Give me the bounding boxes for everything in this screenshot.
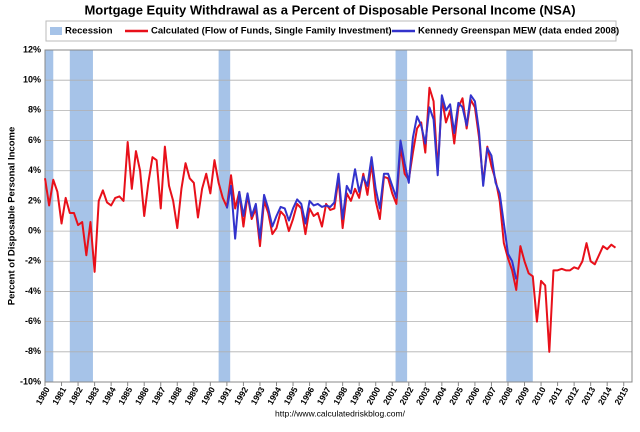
y-axis-title: Percent of Disposable Personal Income (7, 127, 18, 305)
legend-swatch (50, 27, 62, 35)
y-tick-label: 10% (23, 75, 41, 85)
y-tick-label: 12% (23, 44, 41, 54)
legend-label: Recession (65, 26, 113, 37)
x-tick-label: 1993 (249, 385, 267, 407)
x-tick-label: 2010 (530, 385, 548, 407)
y-tick-label: -2% (25, 256, 41, 266)
x-tick-label: 1988 (166, 385, 184, 407)
x-tick-label: 2003 (414, 385, 432, 407)
x-tick-label: 1985 (116, 385, 134, 407)
y-tick-label: -6% (25, 316, 41, 326)
x-tick-label: 2005 (447, 385, 465, 407)
recession-band (395, 50, 408, 382)
x-tick-label: 1981 (50, 385, 68, 407)
x-tick-label: 1991 (215, 385, 233, 407)
x-tick-label: 2002 (397, 385, 415, 407)
x-tick-label: 1983 (83, 385, 101, 407)
y-tick-label: 2% (28, 195, 41, 205)
x-tick-label: 1994 (265, 385, 283, 407)
x-tick-label: 1995 (282, 385, 300, 407)
x-tick-label: 1996 (298, 385, 316, 407)
x-tick-label: 1997 (315, 385, 333, 407)
x-tick-label: 1980 (34, 385, 52, 407)
x-tick-label: 2011 (546, 385, 564, 406)
x-tick-label: 1992 (232, 385, 250, 407)
x-tick-label: 2012 (563, 385, 581, 407)
x-tick-label: 2007 (480, 385, 498, 407)
x-tick-label: 1990 (199, 385, 217, 407)
x-tick-label: 2004 (430, 385, 448, 407)
y-tick-label: 0% (28, 225, 41, 235)
legend-label: Kennedy Greenspan MEW (data ended 2008) (418, 26, 619, 37)
x-tick-label: 2013 (579, 385, 597, 407)
y-tick-label: 8% (28, 105, 41, 115)
series-line (225, 94, 518, 280)
legend-box (45, 20, 617, 42)
x-tick-label: 2015 (612, 385, 630, 407)
series-line (44, 86, 617, 353)
recession-band (45, 50, 54, 382)
y-tick-label: -10% (20, 376, 41, 386)
x-tick-label: 2006 (463, 385, 481, 407)
x-tick-label: 2000 (364, 385, 382, 407)
x-tick-label: 1998 (331, 385, 349, 407)
x-tick-label: 1987 (149, 385, 167, 407)
x-tick-label: 2009 (513, 385, 531, 407)
y-tick-label: 6% (28, 135, 41, 145)
x-tick-label: 1999 (348, 385, 366, 407)
recession-band (506, 50, 533, 382)
y-tick-label: -4% (25, 286, 41, 296)
chart-title: Mortgage Equity Withdrawal as a Percent … (84, 2, 575, 17)
x-tick-label: 1982 (67, 385, 85, 407)
x-tick-label: 2008 (497, 385, 515, 407)
legend-label: Calculated (Flow of Funds, Single Family… (151, 26, 392, 37)
y-tick-label: 4% (28, 165, 41, 175)
y-tick-label: -8% (25, 346, 41, 356)
x-tick-label: 1986 (133, 385, 151, 407)
x-tick-label: 2014 (596, 385, 614, 407)
source-note: http://www.calculatedriskblog.com/ (275, 408, 406, 418)
plot-border (44, 49, 633, 383)
x-tick-label: 1989 (182, 385, 200, 407)
recession-band (69, 50, 93, 382)
x-tick-label: 1984 (100, 385, 118, 407)
plot-area: -10% -8% -6% -4% -2% 0% 2% 4% 6% 8% 10% 12% 19801981… (20, 44, 633, 407)
recession-band (218, 50, 231, 382)
x-tick-label: 2001 (381, 385, 399, 407)
